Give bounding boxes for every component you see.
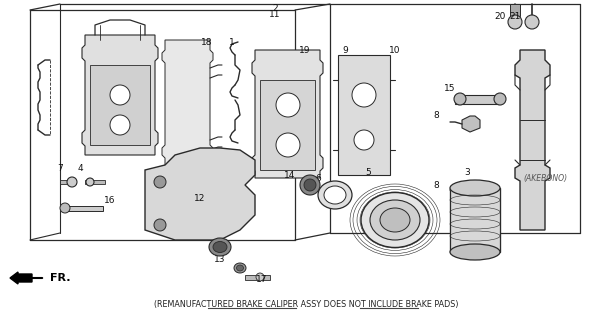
Text: 15: 15 <box>444 84 456 92</box>
Circle shape <box>300 175 320 195</box>
Text: 19: 19 <box>299 45 311 54</box>
FancyArrow shape <box>10 272 32 284</box>
Text: 16: 16 <box>104 196 116 204</box>
Text: 9: 9 <box>342 45 348 54</box>
Circle shape <box>67 177 77 187</box>
Bar <box>90 65 150 145</box>
Circle shape <box>154 176 166 188</box>
Text: 3: 3 <box>464 167 470 177</box>
Bar <box>60 180 76 184</box>
Text: 6: 6 <box>315 173 321 182</box>
Polygon shape <box>82 35 158 155</box>
Ellipse shape <box>494 93 506 105</box>
Ellipse shape <box>324 186 346 204</box>
Circle shape <box>110 115 130 135</box>
Ellipse shape <box>213 242 227 252</box>
Polygon shape <box>462 184 480 200</box>
Bar <box>65 206 103 211</box>
Text: 4: 4 <box>77 164 83 172</box>
Text: (REMANUFACTURED BRAKE CALIPER ASSY DOES NOT INCLUDE BRAKE PADS): (REMANUFACTURED BRAKE CALIPER ASSY DOES … <box>154 300 458 309</box>
Polygon shape <box>252 50 323 178</box>
Text: 8: 8 <box>433 180 439 189</box>
Ellipse shape <box>236 265 244 271</box>
Text: FR.: FR. <box>50 273 70 283</box>
Text: (AKEBONO): (AKEBONO) <box>523 173 567 182</box>
Polygon shape <box>515 50 550 230</box>
Text: 12: 12 <box>195 194 206 203</box>
Bar <box>245 275 270 280</box>
Text: 1: 1 <box>229 37 235 46</box>
Text: 14: 14 <box>285 171 296 180</box>
Circle shape <box>304 179 316 191</box>
Ellipse shape <box>454 93 466 105</box>
Ellipse shape <box>450 244 500 260</box>
Polygon shape <box>165 180 245 232</box>
Polygon shape <box>145 148 255 240</box>
Ellipse shape <box>209 238 231 256</box>
Ellipse shape <box>361 193 429 247</box>
Circle shape <box>60 203 70 213</box>
Text: 13: 13 <box>214 255 226 265</box>
Text: 7: 7 <box>57 164 63 172</box>
Ellipse shape <box>450 180 500 196</box>
Bar <box>510 4 520 16</box>
Text: 10: 10 <box>389 45 401 54</box>
Ellipse shape <box>318 181 352 209</box>
Polygon shape <box>180 186 235 228</box>
Text: 18: 18 <box>201 37 213 46</box>
Text: 5: 5 <box>365 167 371 177</box>
Polygon shape <box>162 40 213 165</box>
Circle shape <box>154 219 166 231</box>
Text: 21: 21 <box>509 12 521 20</box>
Ellipse shape <box>370 200 420 240</box>
Circle shape <box>110 85 130 105</box>
Polygon shape <box>462 116 480 132</box>
Text: 11: 11 <box>269 10 281 19</box>
Bar <box>450 188 500 252</box>
Circle shape <box>525 15 539 29</box>
Circle shape <box>276 133 300 157</box>
Ellipse shape <box>380 208 410 232</box>
Circle shape <box>354 130 374 150</box>
Circle shape <box>276 93 300 117</box>
Circle shape <box>256 273 264 281</box>
Circle shape <box>352 83 376 107</box>
Bar <box>85 180 105 184</box>
Polygon shape <box>338 55 390 175</box>
Circle shape <box>508 15 522 29</box>
Circle shape <box>86 178 94 186</box>
Text: 17: 17 <box>256 276 267 284</box>
Text: 8: 8 <box>433 110 439 119</box>
Ellipse shape <box>234 263 246 273</box>
Bar <box>455 95 500 104</box>
Text: 2: 2 <box>272 4 278 12</box>
Bar <box>260 80 315 170</box>
Text: 20: 20 <box>494 12 506 20</box>
